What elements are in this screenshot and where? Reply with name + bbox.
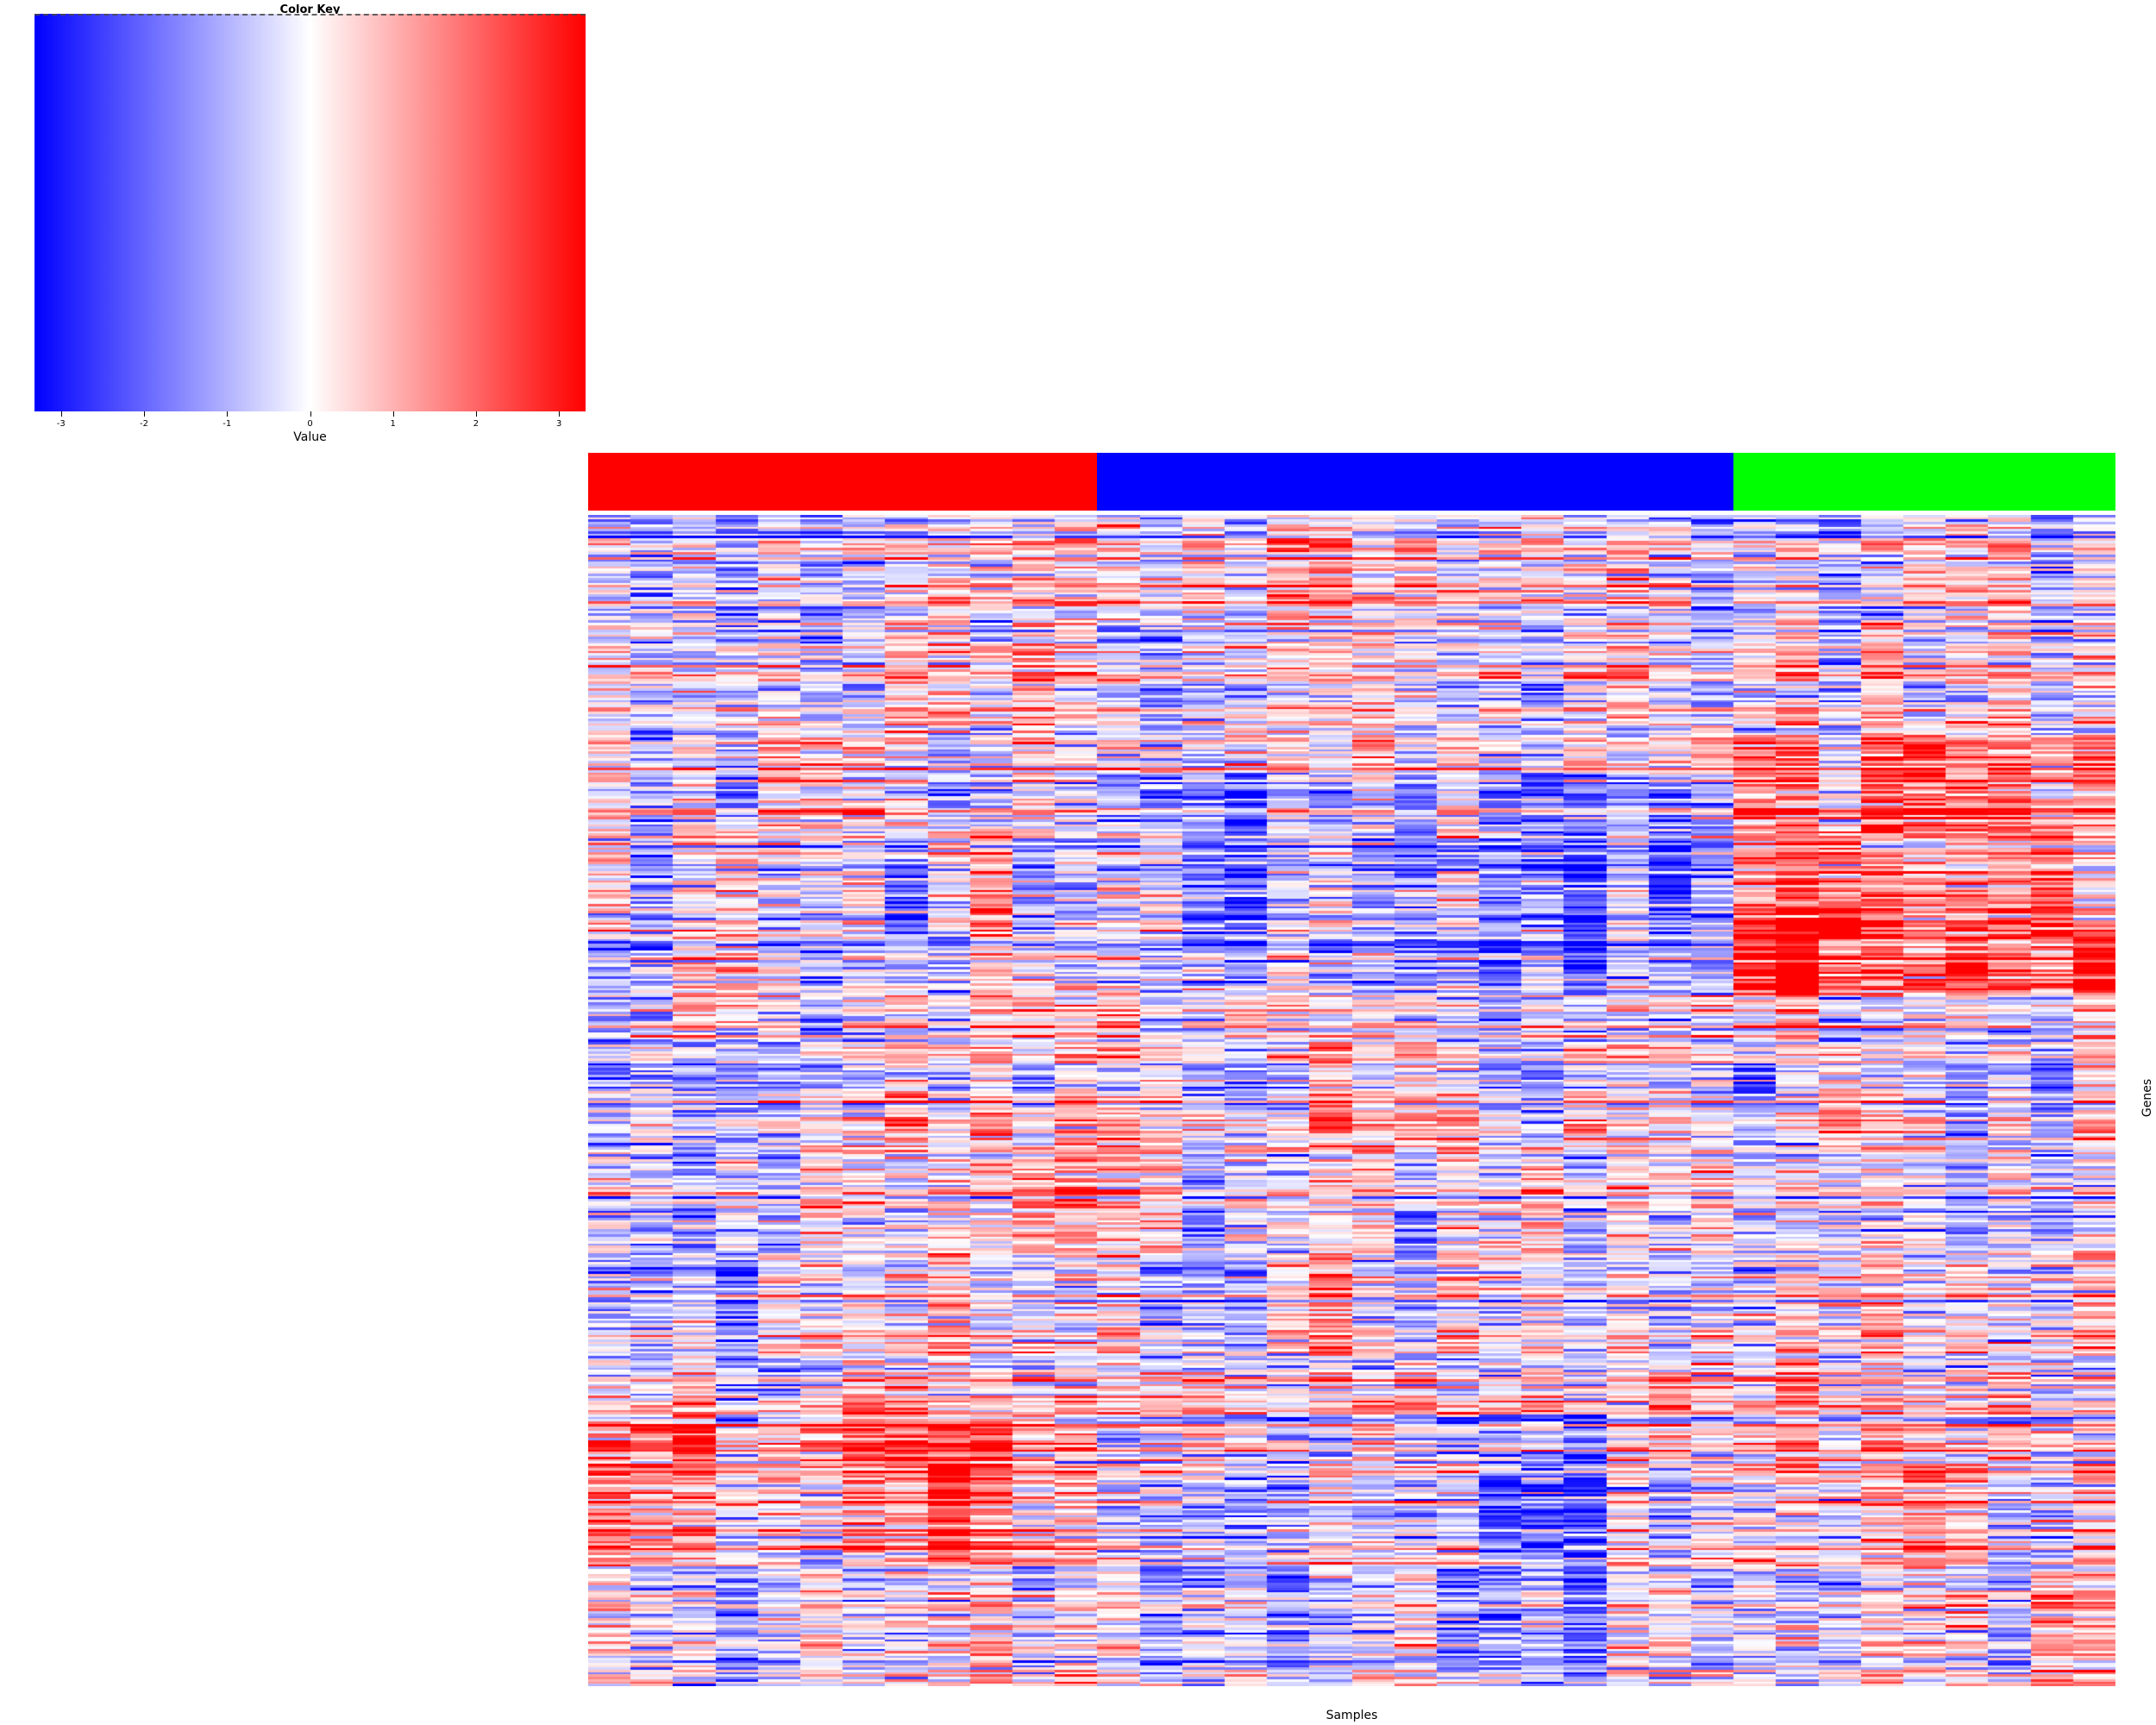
color-key-tick-label: -3 <box>56 419 66 429</box>
color-key-tick-mark <box>475 411 477 417</box>
color-key-tick-label: -1 <box>222 419 232 429</box>
x-axis-label: Samples <box>1326 1709 1378 1722</box>
color-key-tick-mark <box>227 411 229 417</box>
color-key-tick-mark <box>60 411 62 417</box>
color-key-tick-mark <box>392 411 394 417</box>
color-key-gradient <box>34 14 586 411</box>
color-key-tick-mark <box>310 411 311 417</box>
color-key-tick-label: 1 <box>390 419 396 429</box>
color-key-tick-label: 2 <box>473 419 479 429</box>
color-key-tick-label: 0 <box>307 419 313 429</box>
y-axis-label: Genes <box>2140 1078 2154 1118</box>
color-key-axis-label: Value <box>293 430 327 444</box>
color-key-panel: Color Key -3 -2 -1 0 1 2 3 Value <box>34 0 586 448</box>
heatmap-canvas <box>588 515 2115 1686</box>
side-color-group-2 <box>1097 453 1734 511</box>
color-key-tick-mark <box>144 411 146 417</box>
color-key-tick-label: 3 <box>556 419 562 429</box>
column-side-colors-bar <box>588 453 2115 511</box>
color-key-tick-label: -2 <box>140 419 149 429</box>
side-color-group-1 <box>588 453 1098 511</box>
color-key-tick-mark <box>559 411 561 417</box>
side-color-group-3 <box>1733 453 2115 511</box>
color-key-trace-line <box>34 14 586 16</box>
color-key-title: Color Key <box>279 3 341 16</box>
